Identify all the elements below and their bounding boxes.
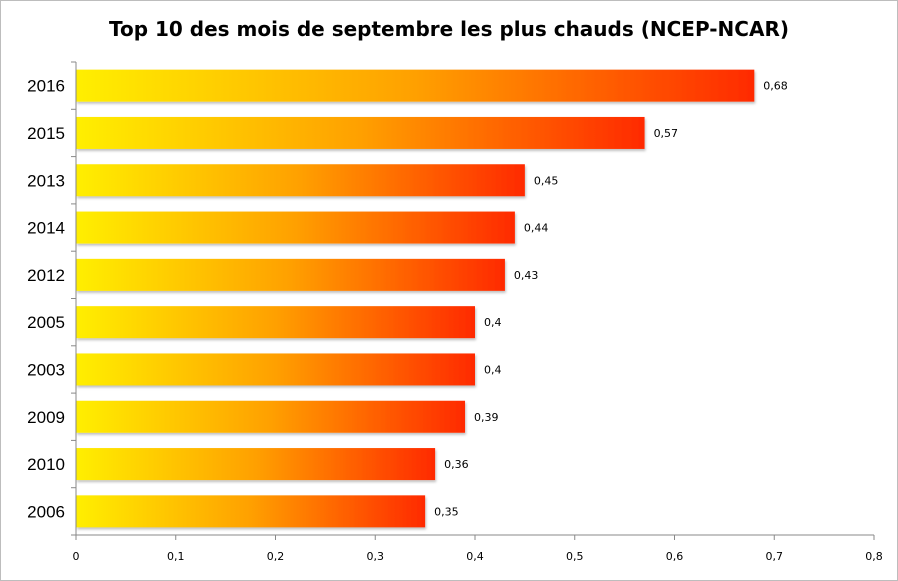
bar-2005 bbox=[76, 306, 475, 339]
bar-2009 bbox=[76, 400, 466, 433]
data-label: 0,36 bbox=[444, 458, 469, 471]
category-label: 2016 bbox=[27, 77, 65, 96]
x-tick-label: 0,8 bbox=[865, 550, 883, 563]
data-label: 0,43 bbox=[514, 269, 539, 282]
x-tick-label: 0,7 bbox=[766, 550, 784, 563]
bar-2003 bbox=[76, 353, 475, 386]
category-label: 2003 bbox=[27, 360, 65, 379]
data-label: 0,39 bbox=[474, 411, 499, 424]
data-label: 0,4 bbox=[484, 316, 502, 329]
category-label: 2006 bbox=[27, 502, 65, 521]
x-tick-label: 0,2 bbox=[267, 550, 285, 563]
bar-2013 bbox=[76, 164, 525, 197]
chart-title: Top 10 des mois de septembre les plus ch… bbox=[109, 17, 789, 41]
data-label: 0,35 bbox=[434, 505, 459, 518]
bar-2010 bbox=[76, 448, 436, 481]
data-label: 0,68 bbox=[763, 80, 788, 93]
x-tick-label: 0,4 bbox=[466, 550, 484, 563]
x-tick-label: 0,6 bbox=[666, 550, 684, 563]
bar-2012 bbox=[76, 258, 505, 291]
x-tick-label: 0,1 bbox=[167, 550, 185, 563]
category-label: 2009 bbox=[27, 408, 65, 427]
bar-2014 bbox=[76, 211, 515, 244]
data-label: 0,4 bbox=[484, 363, 502, 376]
x-tick-label: 0 bbox=[73, 550, 80, 563]
category-label: 2014 bbox=[27, 219, 65, 238]
category-label: 2015 bbox=[27, 124, 65, 143]
category-label: 2013 bbox=[27, 171, 65, 190]
data-label: 0,45 bbox=[534, 174, 559, 187]
category-label: 2010 bbox=[27, 455, 65, 474]
bar-2006 bbox=[76, 495, 426, 528]
data-label: 0,44 bbox=[524, 222, 549, 235]
data-label: 0,57 bbox=[654, 127, 679, 140]
bar-2015 bbox=[76, 116, 645, 149]
x-tick-label: 0,5 bbox=[566, 550, 584, 563]
category-label: 2012 bbox=[27, 266, 65, 285]
category-label: 2005 bbox=[27, 313, 65, 332]
x-tick-label: 0,3 bbox=[367, 550, 385, 563]
bar-2016 bbox=[76, 69, 755, 102]
